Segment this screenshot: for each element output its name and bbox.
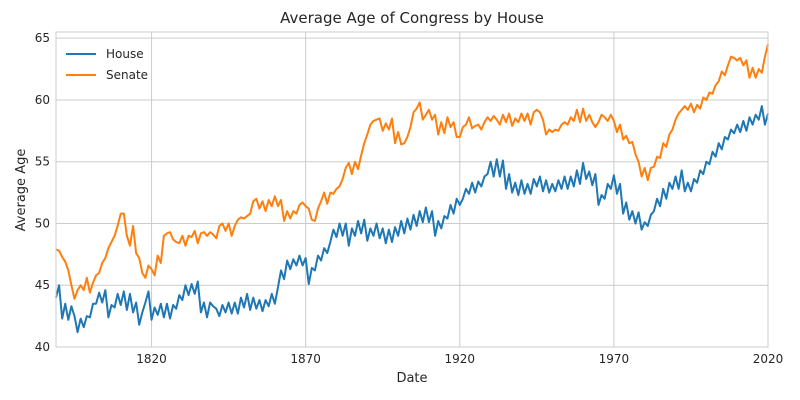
x-tick-label: 1870 <box>290 352 321 366</box>
y-tick-label: 60 <box>35 93 50 107</box>
y-tick-label: 55 <box>35 155 50 169</box>
x-tick-label: 1820 <box>136 352 167 366</box>
y-axis-label: Average Age <box>14 149 29 232</box>
grid-lines <box>56 32 769 348</box>
legend-label-senate: Senate <box>106 68 148 82</box>
y-tick-label: 40 <box>35 340 50 354</box>
series-line-senate <box>55 44 769 300</box>
legend-label-house: House <box>106 47 144 61</box>
x-tick-label: 2020 <box>753 352 784 366</box>
series-line-house <box>55 105 769 334</box>
y-tick-label: 65 <box>35 31 50 45</box>
tick-labels: 1820 1870 1920 1970 2020 40 45 50 55 60 65 <box>35 31 784 366</box>
chart-title: Average Age of Congress by House <box>280 9 544 27</box>
x-tick-label: 1920 <box>445 352 476 366</box>
plot-frame <box>55 31 769 348</box>
series-lines <box>55 44 769 334</box>
y-tick-label: 50 <box>35 216 50 230</box>
x-axis-label: Date <box>396 371 427 386</box>
legend: House Senate <box>66 47 148 82</box>
x-tick-label: 1970 <box>599 352 630 366</box>
y-tick-label: 45 <box>35 278 50 292</box>
